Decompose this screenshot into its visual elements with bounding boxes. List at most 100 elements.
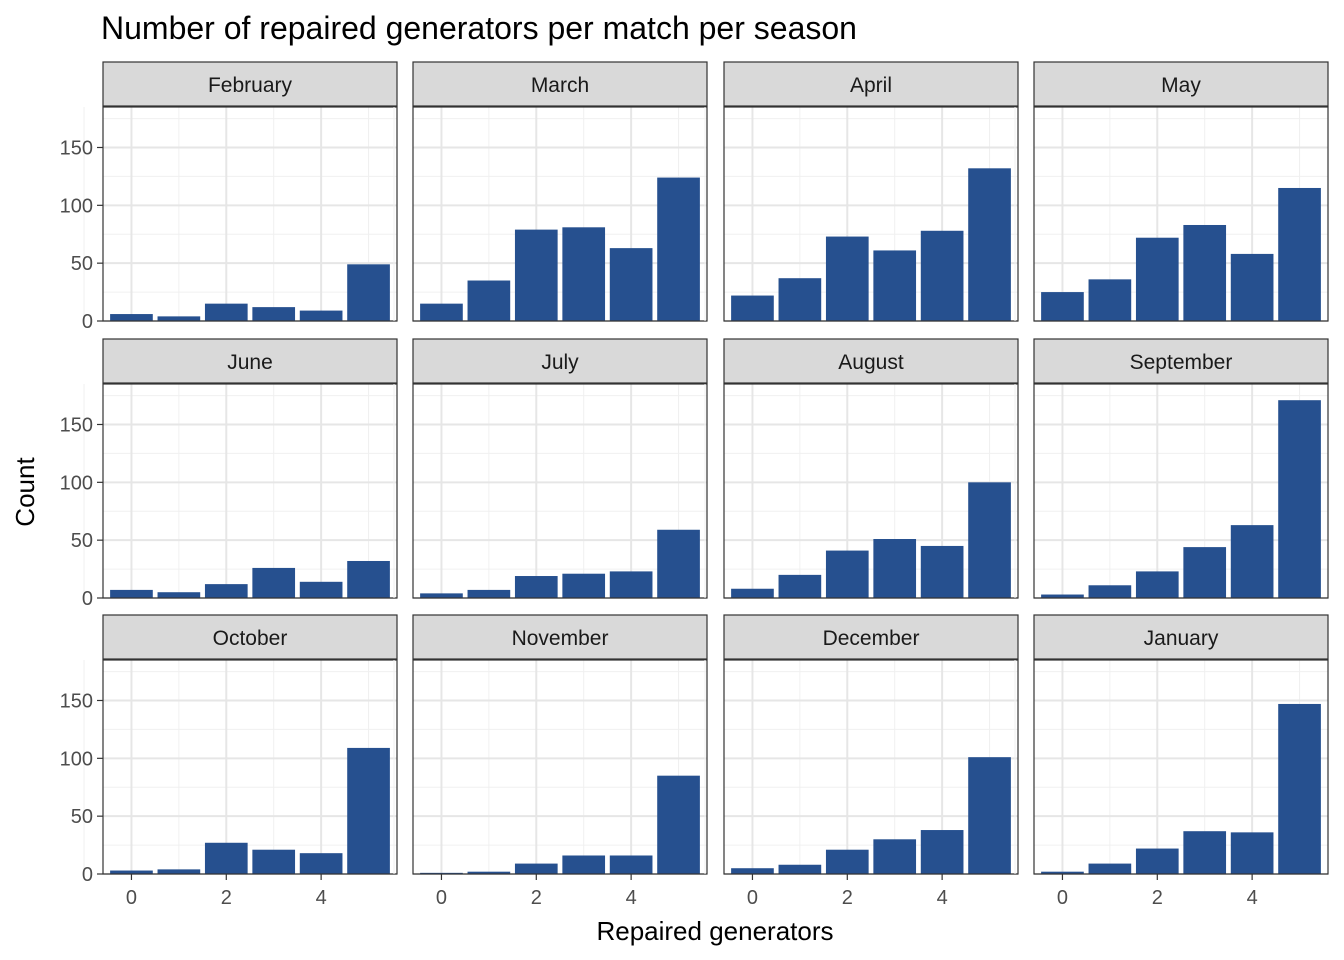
bar-june-4 [299,581,343,598]
bar-june-2 [204,584,248,598]
bar-october-0 [110,870,153,874]
panel-border [102,106,398,322]
facet-strip [102,338,398,384]
y-tick-label: 150 [60,690,93,712]
facet-strip [1033,61,1329,107]
bar-august-1 [778,574,822,598]
bar-november-3 [562,855,606,874]
facet-strip [723,614,1019,660]
x-tick-label: 2 [1152,887,1163,909]
bar-april-1 [778,278,822,321]
facet-strip-label: October [213,627,288,650]
facet-strip-label: November [512,627,609,650]
bar-december-3 [873,839,917,874]
bar-december-2 [825,849,869,874]
facet-panel-may: May [1014,61,1329,322]
bar-february-4 [299,310,343,321]
bar-december-0 [731,868,774,874]
facet-panel-october: October 0 50 100 150 0 2 4 [60,614,398,909]
bar-february-2 [204,303,248,321]
bar-may-3 [1183,224,1227,321]
bar-august-5 [968,482,1011,598]
bar-may-5 [1278,187,1321,321]
bar-september-1 [1088,585,1132,598]
y-tick-label: 100 [60,472,93,494]
bar-june-1 [157,592,201,598]
facet-strip-label: May [1161,74,1201,97]
bar-february-0 [110,314,153,321]
x-tick-label: 2 [842,887,853,909]
panel-border [412,659,708,875]
bar-april-0 [731,295,774,321]
facet-strip-label: June [227,351,273,374]
facet-panel-february: February 0 50 100 150 [60,61,398,333]
y-tick-label: 100 [60,195,93,217]
bar-may-0 [1041,292,1084,321]
bar-october-1 [157,869,201,874]
bar-august-4 [920,545,964,598]
bar-september-4 [1230,525,1274,598]
bar-september-2 [1135,571,1179,598]
panel-border [1033,106,1329,322]
y-tick-label: 100 [60,748,93,770]
facet-panel-july: July [393,338,708,599]
bar-june-0 [110,589,153,598]
facet-panel-august: August [704,338,1019,599]
facet-strip-label: February [208,74,293,97]
y-tick-label: 50 [71,530,93,552]
panel-border [723,383,1019,599]
x-tick-label: 4 [316,887,327,909]
x-tick-label: 0 [747,887,758,909]
bar-march-1 [467,280,511,321]
facet-panel-september: September [1014,338,1329,599]
facet-strip [412,338,708,384]
facet-panel-november: November 0 2 4 [393,614,708,909]
x-axis-title: Repaired generators [596,916,833,946]
bar-july-1 [467,589,511,598]
panel-border [723,659,1019,875]
bar-march-0 [420,303,463,321]
bar-october-5 [347,747,390,874]
bar-march-5 [657,177,700,321]
bar-february-5 [347,264,390,321]
x-tick-label: 4 [626,887,637,909]
facet-strip [723,61,1019,107]
facet-strip [102,614,398,660]
bar-october-3 [252,849,296,874]
x-tick-label: 0 [436,887,447,909]
x-tick-label: 2 [531,887,542,909]
bar-december-1 [778,864,822,874]
y-tick-label: 0 [82,588,93,610]
bar-january-0 [1041,871,1084,874]
bar-february-3 [252,307,296,321]
y-tick-label: 50 [71,806,93,828]
bar-march-3 [562,227,606,321]
facet-panel-june: June 0 50 100 150 [60,338,398,610]
bar-april-2 [825,236,869,321]
bar-march-4 [609,248,653,321]
panel-border [412,383,708,599]
facet-panels: February 0 50 100 150 March April May June 0 50 100… [60,61,1329,909]
facet-panel-march: March [393,61,708,322]
bar-november-2 [514,863,558,874]
panel-border [412,106,708,322]
x-tick-label: 2 [221,887,232,909]
y-tick-label: 150 [60,137,93,159]
x-tick-label: 0 [126,887,137,909]
x-tick-label: 4 [937,887,948,909]
facet-strip-label: December [823,627,920,650]
facet-strip-label: April [850,74,892,97]
facet-panel-april: April [704,61,1019,322]
facet-strip-label: September [1130,351,1233,374]
bar-may-4 [1230,253,1274,321]
bar-january-1 [1088,863,1132,874]
bar-september-0 [1041,594,1084,598]
bar-april-4 [920,230,964,321]
facet-strip [1033,614,1329,660]
facet-strip-label: January [1144,627,1219,650]
bar-may-1 [1088,279,1132,321]
bar-july-0 [420,593,463,598]
bar-july-5 [657,529,700,598]
panel-border [102,659,398,875]
bar-june-3 [252,567,296,598]
